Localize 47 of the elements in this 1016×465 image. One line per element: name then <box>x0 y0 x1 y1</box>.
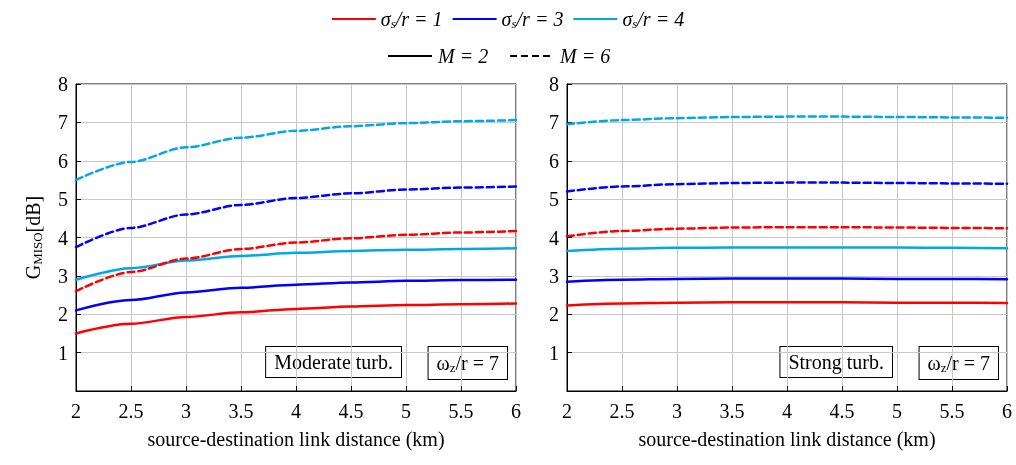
x-tick-label: 3.5 <box>228 400 254 422</box>
y-tick-label: 8 <box>549 73 559 95</box>
x-tick-label: 2.5 <box>118 400 144 422</box>
y-tick-label: 6 <box>58 149 68 172</box>
line-series <box>565 225 1009 238</box>
x-tick-label: 4.5 <box>829 400 855 422</box>
y-tick-label: 5 <box>549 188 559 211</box>
x-tick-label: 5 <box>401 400 411 422</box>
y-tick-label: 6 <box>549 149 559 172</box>
x-tick-label: 5.5 <box>939 400 965 422</box>
x-tick-label: 4 <box>291 400 301 422</box>
x-tick-label: 5.5 <box>448 400 474 422</box>
line-series <box>74 302 518 335</box>
line-series <box>74 229 518 293</box>
x-tick-label: 2.5 <box>609 400 635 422</box>
y-tick-label: 2 <box>58 303 68 326</box>
annotation: Strong turb. <box>788 351 885 374</box>
text: M = 6 <box>559 45 611 67</box>
x-tick-label: 5 <box>892 400 902 422</box>
x-axis-title: source-destination link distance (km) <box>147 428 445 451</box>
line-series <box>74 185 518 249</box>
line-series <box>74 278 518 312</box>
line-series <box>74 247 518 281</box>
x-tick-label: 4.5 <box>338 400 364 422</box>
text: M = 2 <box>437 45 489 67</box>
y-tick-label: 5 <box>58 188 68 211</box>
annotation: Moderate turb. <box>274 351 394 373</box>
x-tick-label: 6 <box>511 400 521 422</box>
line-series <box>565 181 1009 193</box>
x-tick-label: 3 <box>672 400 682 422</box>
x-tick-label: 6 <box>1002 400 1012 422</box>
line-series <box>565 115 1009 126</box>
y-tick-label: 1 <box>549 341 559 364</box>
y-tick-label: 1 <box>58 341 68 364</box>
x-tick-label: 4 <box>782 400 792 422</box>
x-tick-label: 3 <box>181 400 191 422</box>
y-tick-label: 4 <box>549 226 559 249</box>
y-tick-label: 3 <box>58 264 68 287</box>
y-tick-label: 3 <box>549 264 559 287</box>
y-tick-label: 2 <box>549 303 559 326</box>
x-tick-label: 3.5 <box>719 400 745 422</box>
y-tick-label: 4 <box>58 226 68 249</box>
y-tick-label: 8 <box>58 73 68 95</box>
x-axis-title: source-destination link distance (km) <box>638 428 936 451</box>
line-series <box>74 118 518 182</box>
y-tick-label: 7 <box>58 111 68 134</box>
y-tick-label: 7 <box>549 111 559 134</box>
